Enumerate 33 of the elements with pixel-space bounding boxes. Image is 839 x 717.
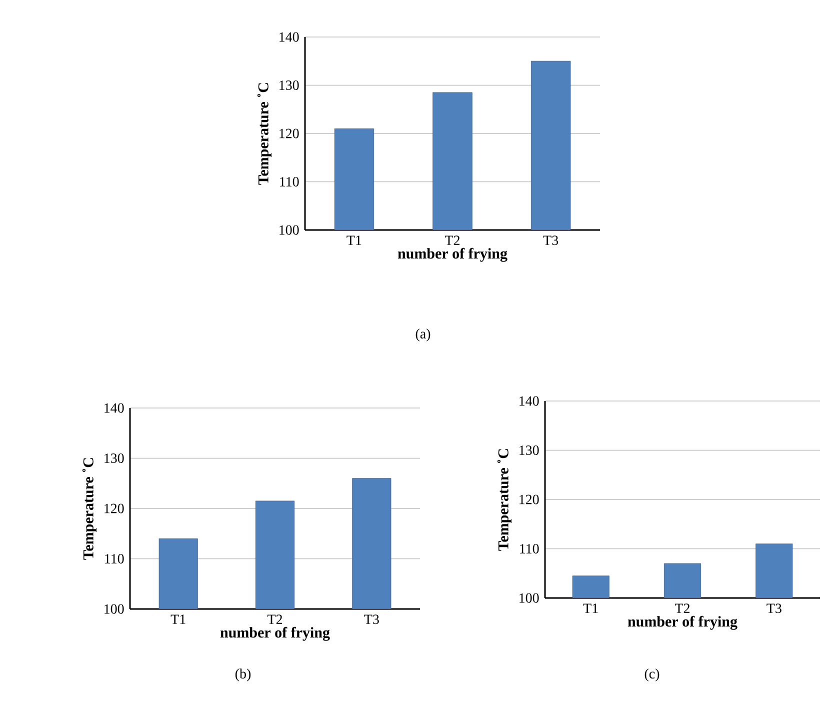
y-tick-label: 140 — [520, 396, 539, 406]
y-tick-label: 130 — [280, 80, 299, 90]
x-tick-label: T3 — [364, 614, 379, 624]
text: (a) — [416, 328, 430, 342]
x-axis-title: number of frying — [220, 626, 330, 641]
x-tick-label: T2 — [267, 614, 282, 624]
y-tick-label: 110 — [105, 554, 124, 564]
x-tick-label: T1 — [346, 236, 362, 245]
y-axis-title: Temperature ˚C — [497, 449, 512, 551]
y-tick-label: 140 — [104, 403, 124, 413]
x-tick-label: T2 — [674, 604, 690, 613]
x-axis-title: number of frying — [398, 248, 508, 262]
x-tick-label: T1 — [170, 614, 186, 624]
y-tick-label: 140 — [280, 32, 299, 42]
x-tick-label: T3 — [766, 604, 782, 614]
y-tick-label: 120 — [280, 128, 299, 138]
x-tick-label: T2 — [444, 236, 460, 245]
y-tick-label: 110 — [280, 177, 299, 186]
y-tick-label: 100 — [520, 593, 539, 603]
text: (c) — [644, 668, 660, 682]
text: (b) — [235, 668, 251, 682]
y-tick-label: 130 — [520, 446, 539, 455]
y-tick-label: 120 — [104, 504, 124, 514]
y-axis-title: Temperature ˚C — [82, 458, 96, 560]
x-axis-title: number of frying — [628, 616, 738, 630]
y-tick-label: 130 — [104, 454, 124, 463]
x-tick-label: T1 — [583, 604, 598, 613]
x-tick-label: T3 — [543, 236, 558, 246]
y-axis-title: Temperature ˚C — [257, 83, 272, 185]
y-tick-label: 120 — [520, 494, 539, 504]
y-tick-label: 110 — [520, 544, 539, 554]
y-tick-label: 100 — [104, 604, 124, 614]
y-tick-label: 100 — [280, 225, 299, 235]
